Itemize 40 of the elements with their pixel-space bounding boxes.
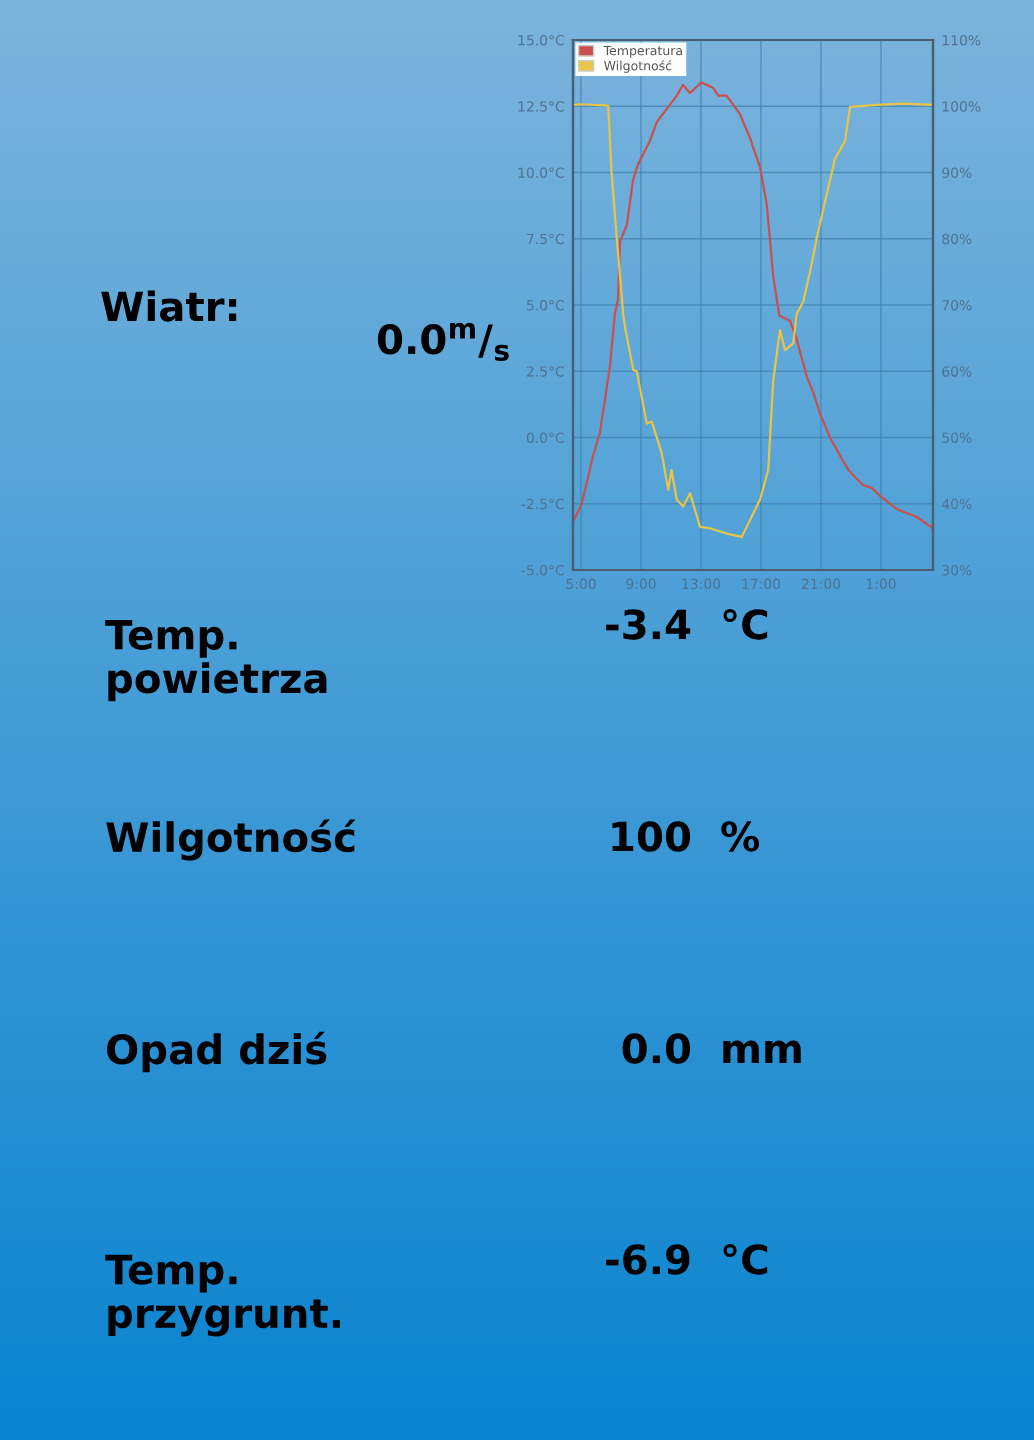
text: 0.0 bbox=[622, 1033, 691, 1064]
y2-tick-label: 90% bbox=[942, 167, 972, 178]
y2-tick-label: 80% bbox=[942, 233, 972, 245]
x-tick-label: 1:00 bbox=[866, 578, 896, 590]
y-tick-label: 2.5°C bbox=[526, 366, 564, 377]
text: -6.9 bbox=[606, 1244, 690, 1275]
text: °C bbox=[723, 608, 768, 640]
text: % bbox=[721, 821, 760, 852]
x-tick-label: 9:00 bbox=[626, 578, 656, 590]
y-tick-label: 15.0°C bbox=[518, 34, 564, 46]
text: Wiatr: bbox=[101, 290, 237, 322]
x-tick-label: 13:00 bbox=[682, 578, 721, 590]
y2-tick-label: 110% bbox=[942, 34, 981, 46]
text: Temp. przygrunt. bbox=[105, 1254, 340, 1337]
text: 100 bbox=[612, 821, 691, 852]
y-tick-label: 12.5°C bbox=[518, 101, 564, 112]
y-tick-label: -2.5°C bbox=[521, 498, 564, 510]
text: 0.0$^{m}$/$_{s}$ bbox=[377, 322, 509, 361]
y2-tick-label: 30% bbox=[942, 564, 972, 576]
y-tick-label: -5.0°C bbox=[521, 564, 564, 576]
text: Temp. powietrza bbox=[105, 619, 327, 702]
text: mm bbox=[723, 1040, 801, 1064]
legend-label: Wilgotność bbox=[604, 60, 672, 73]
y2-tick-label: 100% bbox=[942, 101, 981, 112]
y2-tick-label: 60% bbox=[942, 366, 972, 377]
text: -3.4 bbox=[606, 609, 691, 640]
y2-tick-label: 40% bbox=[942, 498, 972, 510]
y-tick-label: 0.0°C bbox=[526, 432, 564, 443]
y2-tick-label: 70% bbox=[942, 299, 972, 311]
y-tick-label: 5.0°C bbox=[527, 299, 564, 311]
y-tick-label: 10.0°C bbox=[518, 167, 564, 178]
text: °C bbox=[723, 1243, 768, 1275]
y2-tick-label: 50% bbox=[942, 432, 972, 443]
x-tick-label: 21:00 bbox=[802, 578, 841, 590]
legend-label: Temperatura bbox=[603, 46, 682, 58]
y-tick-label: 7.5°C bbox=[527, 233, 564, 245]
x-tick-label: 5:00 bbox=[566, 578, 596, 590]
x-tick-label: 17:00 bbox=[742, 578, 781, 590]
text: Wilgotność bbox=[106, 819, 356, 861]
text: Opad dziś bbox=[107, 1031, 327, 1073]
